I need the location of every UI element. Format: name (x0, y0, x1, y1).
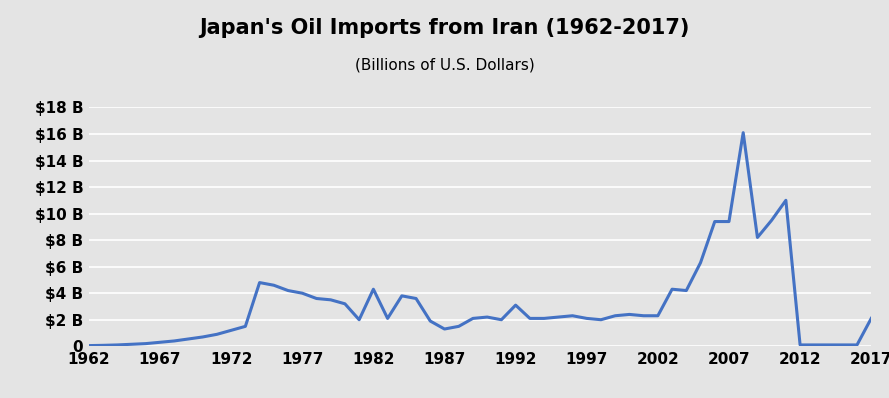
Text: Japan's Oil Imports from Iran (1962-2017): Japan's Oil Imports from Iran (1962-2017… (199, 18, 690, 38)
Text: (Billions of U.S. Dollars): (Billions of U.S. Dollars) (355, 58, 534, 73)
